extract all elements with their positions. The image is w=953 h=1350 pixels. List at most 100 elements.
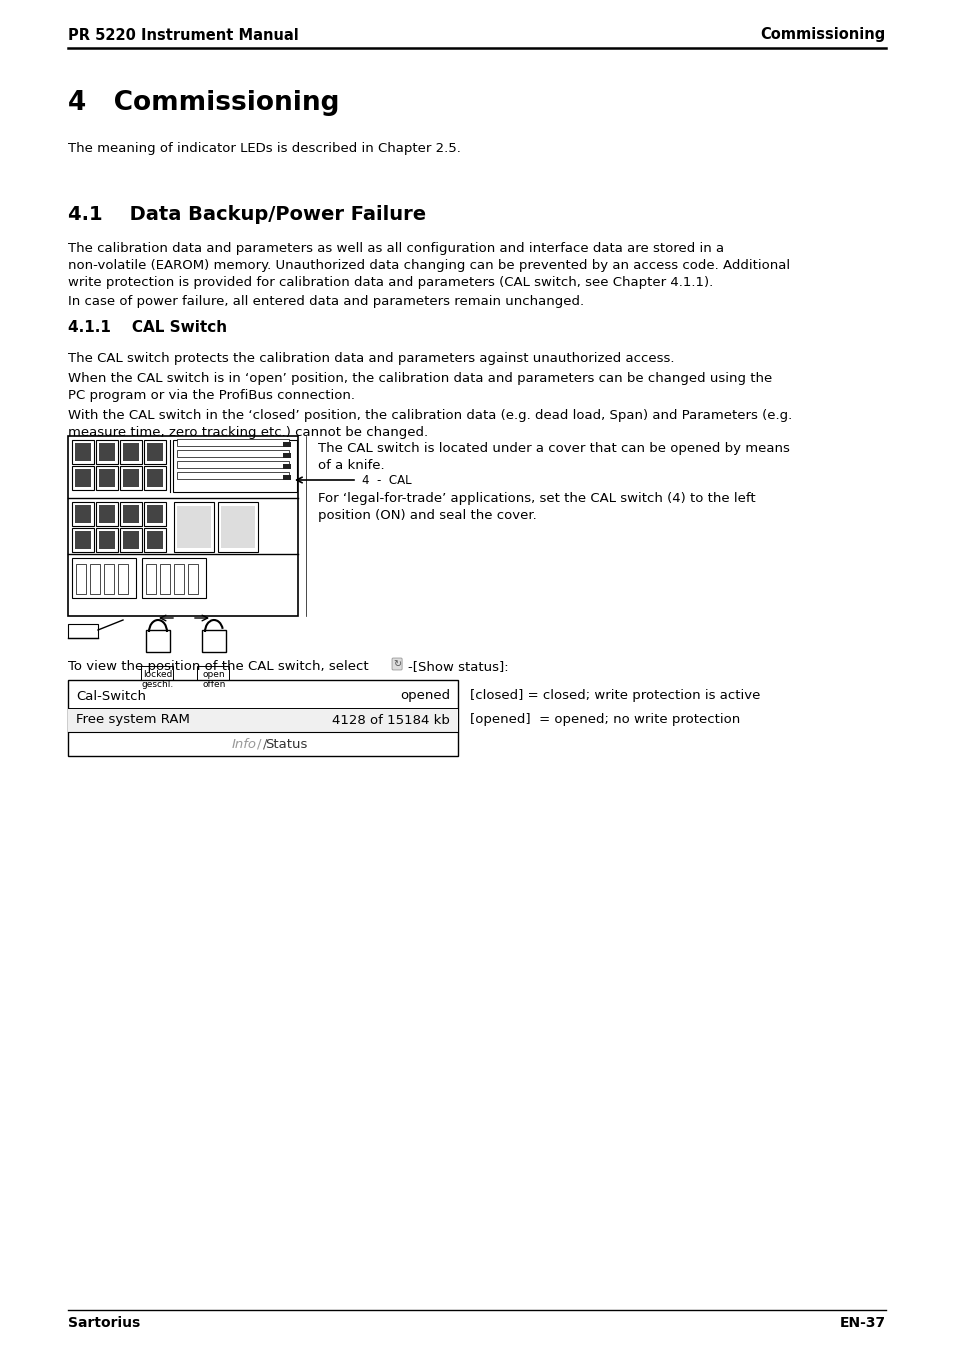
Bar: [173, 564, 184, 594]
Bar: [147, 468, 163, 487]
Bar: [99, 505, 115, 522]
Bar: [120, 528, 142, 552]
Text: position (ON) and seal the cover.: position (ON) and seal the cover.: [317, 509, 537, 522]
Text: To view the position of the CAL switch, select: To view the position of the CAL switch, …: [68, 660, 373, 674]
Bar: [75, 468, 91, 487]
Bar: [75, 531, 91, 549]
Bar: [146, 564, 156, 594]
Bar: [71, 502, 94, 526]
Text: 4.1    Data Backup/Power Failure: 4.1 Data Backup/Power Failure: [68, 205, 426, 224]
Text: locked
geschl.: locked geschl.: [142, 670, 174, 690]
Bar: [144, 528, 166, 552]
Text: PR 5220 Instrument Manual: PR 5220 Instrument Manual: [68, 27, 298, 42]
Bar: [99, 531, 115, 549]
Text: Free system RAM: Free system RAM: [76, 714, 190, 726]
Bar: [221, 506, 254, 548]
Text: When the CAL switch is in ‘open’ position, the calibration data and parameters c: When the CAL switch is in ‘open’ positio…: [68, 373, 771, 385]
Bar: [147, 531, 163, 549]
Text: 4   Commissioning: 4 Commissioning: [68, 90, 339, 116]
Text: opened: opened: [399, 690, 450, 702]
Bar: [120, 440, 142, 464]
Bar: [218, 502, 257, 552]
Text: The meaning of indicator LEDs is described in Chapter 2.5.: The meaning of indicator LEDs is describ…: [68, 142, 460, 155]
Text: Info: Info: [232, 737, 256, 751]
Bar: [283, 475, 291, 481]
Bar: [99, 468, 115, 487]
Bar: [96, 528, 118, 552]
Text: PC program or via the ProfiBus connection.: PC program or via the ProfiBus connectio…: [68, 389, 355, 402]
Bar: [144, 502, 166, 526]
Bar: [123, 468, 139, 487]
Text: measure time, zero tracking etc.) cannot be changed.: measure time, zero tracking etc.) cannot…: [68, 427, 428, 439]
Bar: [147, 443, 163, 460]
Text: write protection is provided for calibration data and parameters (CAL switch, se: write protection is provided for calibra…: [68, 275, 713, 289]
Bar: [118, 564, 128, 594]
Bar: [177, 450, 289, 458]
Text: of a knife.: of a knife.: [317, 459, 384, 472]
Bar: [104, 564, 113, 594]
Bar: [71, 466, 94, 490]
Bar: [68, 680, 457, 756]
Bar: [123, 505, 139, 522]
Bar: [202, 630, 226, 652]
Bar: [96, 440, 118, 464]
Bar: [144, 440, 166, 464]
Bar: [146, 630, 170, 652]
Bar: [123, 531, 139, 549]
Bar: [71, 558, 136, 598]
Bar: [75, 505, 91, 522]
Text: [closed] = closed; write protection is active: [closed] = closed; write protection is a…: [470, 690, 760, 702]
Bar: [120, 466, 142, 490]
Text: Commissioning: Commissioning: [760, 27, 885, 42]
Text: open
offen: open offen: [202, 670, 226, 690]
Text: /: /: [256, 737, 261, 751]
Bar: [283, 454, 291, 458]
Bar: [71, 440, 94, 464]
Bar: [177, 460, 289, 468]
Text: The CAL switch is located under a cover that can be opened by means: The CAL switch is located under a cover …: [317, 441, 789, 455]
Bar: [75, 443, 91, 460]
Bar: [172, 440, 296, 491]
Bar: [177, 506, 211, 548]
Bar: [177, 472, 289, 479]
Text: The calibration data and parameters as well as all configuration and interface d: The calibration data and parameters as w…: [68, 242, 723, 255]
Text: Sartorius: Sartorius: [68, 1316, 140, 1330]
Text: EN-37: EN-37: [839, 1316, 885, 1330]
Bar: [147, 505, 163, 522]
Bar: [142, 558, 206, 598]
Bar: [120, 502, 142, 526]
Text: 4128 of 15184 kb: 4128 of 15184 kb: [332, 714, 450, 726]
Bar: [283, 464, 291, 468]
Text: With the CAL switch in the ‘closed’ position, the calibration data (e.g. dead lo: With the CAL switch in the ‘closed’ posi…: [68, 409, 791, 423]
Bar: [96, 466, 118, 490]
Bar: [68, 436, 297, 616]
Text: Status: Status: [265, 737, 307, 751]
Text: Cal-Switch: Cal-Switch: [76, 690, 146, 702]
Bar: [99, 443, 115, 460]
Text: In case of power failure, all entered data and parameters remain unchanged.: In case of power failure, all entered da…: [68, 296, 583, 308]
Bar: [144, 466, 166, 490]
Bar: [188, 564, 198, 594]
Text: non-volatile (EAROM) memory. Unauthorized data changing can be prevented by an a: non-volatile (EAROM) memory. Unauthorize…: [68, 259, 789, 271]
Text: 4.1.1    CAL Switch: 4.1.1 CAL Switch: [68, 320, 227, 335]
Bar: [160, 564, 170, 594]
Bar: [173, 502, 213, 552]
Text: -[Show status]:: -[Show status]:: [408, 660, 508, 674]
Text: /: /: [263, 737, 267, 751]
Bar: [96, 502, 118, 526]
Bar: [196, 666, 229, 688]
Bar: [283, 441, 291, 447]
Text: [opened]  = opened; no write protection: [opened] = opened; no write protection: [470, 714, 740, 726]
Text: 4  -  CAL: 4 - CAL: [361, 474, 411, 486]
Bar: [68, 624, 98, 639]
Text: For ‘legal-for-trade’ applications, set the CAL switch (4) to the left: For ‘legal-for-trade’ applications, set …: [317, 491, 755, 505]
Bar: [123, 443, 139, 460]
Text: ↻: ↻: [393, 659, 400, 670]
Bar: [71, 528, 94, 552]
Text: The CAL switch protects the calibration data and parameters against unauthorized: The CAL switch protects the calibration …: [68, 352, 674, 365]
Bar: [68, 707, 457, 732]
Bar: [76, 564, 86, 594]
Bar: [141, 666, 172, 688]
Bar: [90, 564, 100, 594]
Bar: [177, 439, 289, 446]
